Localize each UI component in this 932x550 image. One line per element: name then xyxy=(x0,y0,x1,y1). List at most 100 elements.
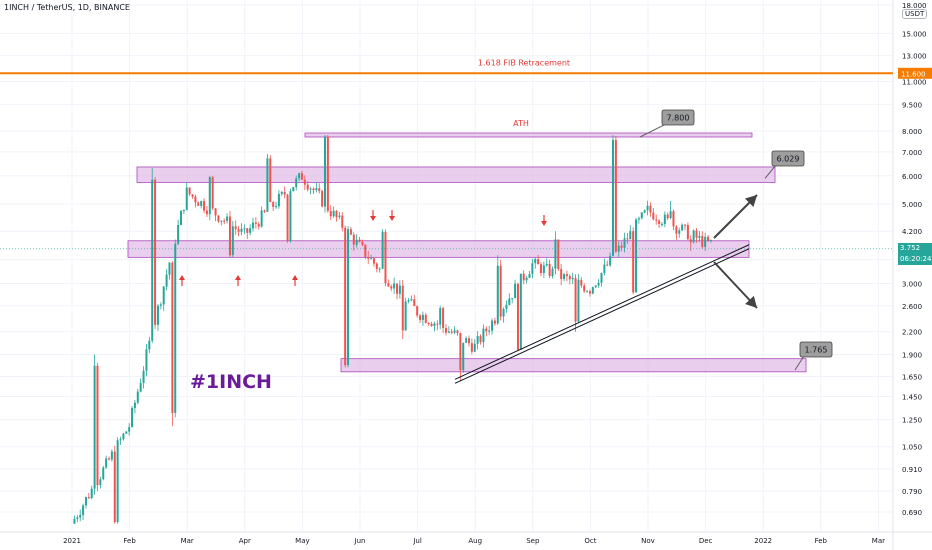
upper-resistance-zone xyxy=(136,166,776,183)
lower-support-zone xyxy=(340,358,807,373)
candle-body xyxy=(519,273,522,350)
candle-body xyxy=(623,238,626,248)
candle-body xyxy=(574,277,577,322)
resistance-arrow-head xyxy=(541,221,547,226)
candle-body xyxy=(102,467,105,480)
candle-body xyxy=(698,235,701,238)
candle-body xyxy=(707,236,710,241)
candle-body xyxy=(640,212,643,219)
candle-body xyxy=(419,315,422,320)
candle-body xyxy=(565,274,568,277)
candle-body xyxy=(231,226,234,256)
candle-body xyxy=(401,285,404,331)
candle-body xyxy=(283,191,286,195)
candle-body xyxy=(324,136,326,207)
candle-body xyxy=(358,239,361,242)
y-tick-label: 9.500 xyxy=(902,101,922,109)
candle-body xyxy=(514,283,517,299)
candle-body xyxy=(433,323,436,327)
ath-callout-box xyxy=(661,109,695,126)
candle-body xyxy=(200,201,203,206)
y-tick-label: 15.000 xyxy=(902,30,927,38)
candle-body xyxy=(249,228,252,233)
candle-body xyxy=(370,258,373,260)
candle-body xyxy=(269,158,272,203)
lower-zone-callout-pointer xyxy=(794,355,805,371)
candle-body xyxy=(272,202,275,207)
bullish-scenario-arrow-head xyxy=(744,195,757,208)
candle-body xyxy=(476,336,479,344)
candle-body xyxy=(381,231,384,269)
candle-body xyxy=(560,269,563,280)
candle-body xyxy=(243,228,246,230)
candle-body xyxy=(396,283,398,294)
candle-body xyxy=(646,205,649,211)
currency-badge[interactable]: USDT xyxy=(902,9,928,19)
candle-body xyxy=(171,262,174,413)
y-tick-label: 8.000 xyxy=(902,128,922,136)
candle-body xyxy=(205,210,208,215)
candle-body xyxy=(292,187,295,192)
candle-body xyxy=(704,236,707,247)
candle-body xyxy=(493,320,496,324)
y-tick-label: 1.250 xyxy=(902,417,922,425)
candle-body xyxy=(372,258,375,264)
resistance-arrow-head xyxy=(370,216,376,221)
candle-body xyxy=(548,263,551,277)
candle-body xyxy=(266,158,269,212)
x-tick-label: Sep xyxy=(526,537,540,545)
candle-body xyxy=(603,264,606,273)
candle-body xyxy=(352,234,355,245)
candle-body xyxy=(182,209,185,211)
resistance-arrow-head xyxy=(389,216,395,221)
candle-body xyxy=(180,210,182,226)
candle-body xyxy=(488,330,491,332)
ath-callout-pointer xyxy=(639,123,667,138)
support-arrow-head xyxy=(235,275,241,280)
y-tick-label: 1.650 xyxy=(902,373,922,381)
x-tick-label: Feb xyxy=(123,537,136,545)
candle-body xyxy=(450,331,453,333)
candle-body xyxy=(626,238,629,240)
candle-body xyxy=(660,223,663,225)
bearish-scenario-arrow-head xyxy=(745,295,757,308)
candle-body xyxy=(606,264,609,266)
y-tick-label: 2.600 xyxy=(902,303,922,311)
candle-body xyxy=(145,349,148,371)
candle-body xyxy=(355,239,358,245)
candle-body xyxy=(436,323,439,325)
candle-body xyxy=(439,308,442,325)
upper-zone-callout-pointer xyxy=(764,164,777,179)
candle-body xyxy=(131,408,134,428)
candle-body xyxy=(686,224,689,240)
candle-body xyxy=(678,230,681,234)
fib-axis-label: 11.600 xyxy=(901,70,926,78)
candle-body xyxy=(485,328,488,332)
candle-body xyxy=(177,225,180,244)
candle-body xyxy=(496,265,499,324)
candle-body xyxy=(473,343,476,352)
candle-body xyxy=(220,220,223,222)
candle-body xyxy=(116,440,119,523)
uptrend-line-upper xyxy=(454,244,750,380)
candle-body xyxy=(303,179,306,185)
mid-support-zone xyxy=(127,240,750,258)
x-tick-label: Jun xyxy=(354,537,366,545)
candle-body xyxy=(655,219,658,221)
candle-body xyxy=(540,264,542,274)
candle-body xyxy=(226,216,229,221)
candle-body xyxy=(349,229,352,235)
candle-body xyxy=(649,205,652,213)
candle-body xyxy=(577,279,580,322)
candle-body xyxy=(393,283,396,289)
candle-body xyxy=(516,283,519,350)
candle-body xyxy=(367,256,370,259)
candle-body xyxy=(404,301,407,331)
candle-body xyxy=(468,338,470,344)
y-tick-label: 11.000 xyxy=(902,79,927,87)
candle-body xyxy=(410,299,413,301)
candle-body xyxy=(162,286,165,305)
candle-body xyxy=(447,331,450,333)
candle-body xyxy=(122,433,125,440)
